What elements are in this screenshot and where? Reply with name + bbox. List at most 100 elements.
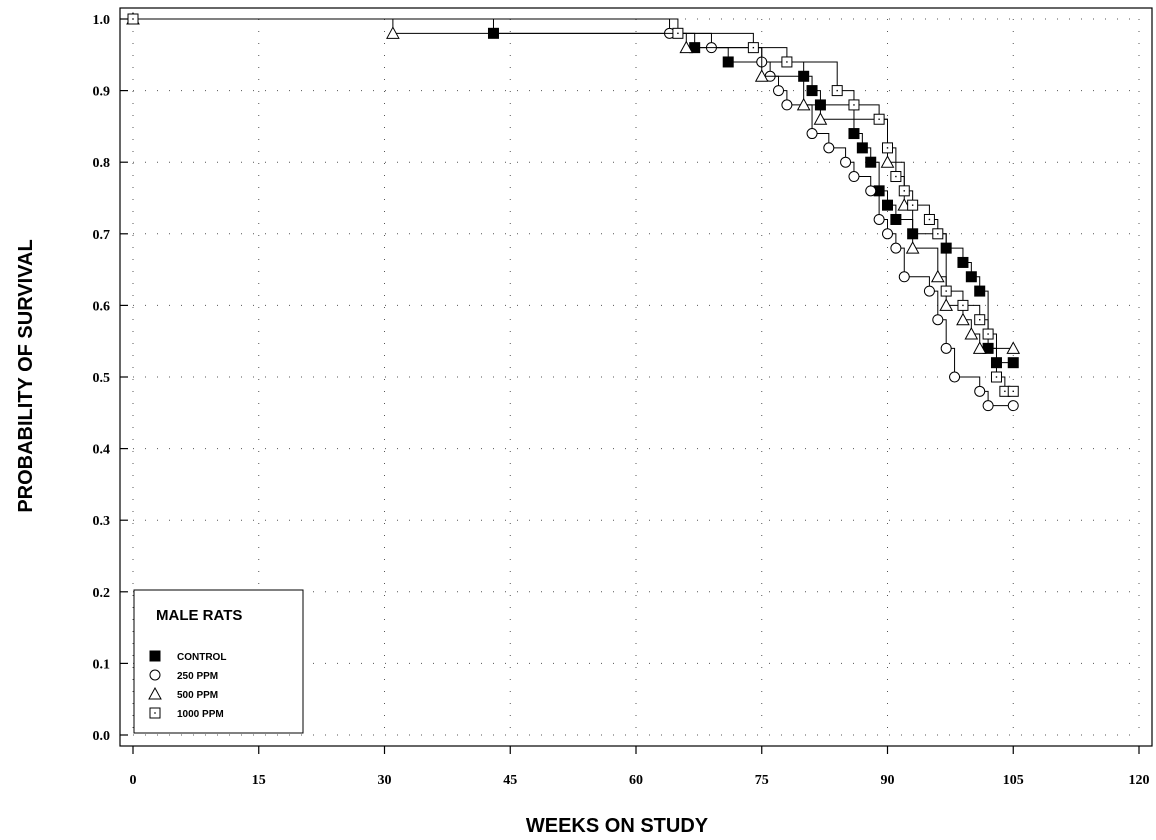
data-point-1000-ppm <box>940 285 952 297</box>
data-point-250-ppm <box>882 228 893 240</box>
data-point-250-ppm <box>949 371 961 383</box>
legend-marker-500-ppm <box>148 686 162 700</box>
data-point-500-ppm <box>939 298 954 311</box>
marker-dot <box>979 319 981 321</box>
legend-marker-250-ppm <box>149 669 161 681</box>
series-1000-ppm <box>127 13 1019 397</box>
data-point-500-ppm <box>905 241 920 254</box>
marker-dot <box>752 46 755 49</box>
data-point-250-ppm <box>873 213 885 225</box>
data-point-1000-ppm <box>982 328 994 340</box>
marker-dot <box>677 32 679 35</box>
x-tick-label: 0 <box>130 773 137 788</box>
data-point-250-ppm <box>848 171 860 183</box>
data-point-1000-ppm <box>974 314 986 326</box>
data-point-1000-ppm <box>990 371 1002 383</box>
data-point-500-ppm <box>956 312 970 326</box>
legend-marker-control <box>149 650 161 662</box>
data-point-1000-ppm <box>898 185 910 197</box>
data-point-1000-ppm <box>957 299 969 311</box>
series-500-ppm <box>126 11 1021 354</box>
data-point-control <box>965 271 977 283</box>
data-point-250-ppm <box>823 142 835 154</box>
x-tick-label: 30 <box>378 773 392 788</box>
data-point-control <box>806 85 818 97</box>
legend-label-1000-ppm: 1000 PPM <box>177 709 224 720</box>
series-line-250-ppm <box>133 18 1014 407</box>
data-point-1000-ppm <box>1007 385 1019 397</box>
marker-dot <box>903 190 905 192</box>
data-point-250-ppm <box>773 85 785 97</box>
data-point-control <box>882 199 893 211</box>
data-point-250-ppm <box>974 385 986 397</box>
data-point-control <box>1007 357 1019 369</box>
data-point-500-ppm <box>813 112 828 125</box>
data-point-control <box>865 156 877 168</box>
data-point-1000-ppm <box>907 199 919 211</box>
series-line-500-ppm <box>133 18 1014 349</box>
marker-dot <box>945 290 947 292</box>
marker-dot <box>1004 390 1006 393</box>
data-point-1000-ppm <box>747 42 759 54</box>
data-point-250-ppm <box>840 156 852 168</box>
legend-title: MALE RATS <box>156 607 242 624</box>
marker-dot <box>937 233 939 235</box>
legend-label-control: CONTROL <box>177 652 226 663</box>
data-point-500-ppm <box>972 341 987 354</box>
y-tick-label: 1.0 <box>93 13 111 28</box>
data-point-1000-ppm <box>672 27 684 39</box>
marker-dot <box>987 333 989 335</box>
data-point-250-ppm <box>940 342 952 354</box>
marker-dot <box>154 712 156 714</box>
y-tick-label: 0.2 <box>93 586 111 601</box>
marker-dot <box>1012 390 1014 393</box>
marker-dot <box>786 61 788 63</box>
data-point-control <box>890 213 902 225</box>
data-point-500-ppm <box>880 155 895 168</box>
data-point-control <box>722 56 734 68</box>
marker-dot <box>911 204 914 206</box>
y-tick-label: 0.6 <box>93 299 111 314</box>
marker-dot <box>995 376 998 378</box>
y-tick-label: 0.7 <box>93 228 111 243</box>
marker-dot <box>928 218 931 221</box>
x-tick-label: 45 <box>503 773 517 788</box>
x-tick-label: 75 <box>755 773 769 788</box>
y-tick-label: 0.0 <box>93 729 111 744</box>
marker-dot <box>132 18 134 20</box>
data-point-1000-ppm <box>781 56 793 68</box>
series-layer <box>126 11 1021 412</box>
x-tick-label: 15 <box>252 773 266 788</box>
data-point-control <box>957 256 969 268</box>
y-tick-label: 0.8 <box>93 156 111 171</box>
data-point-500-ppm <box>964 326 979 340</box>
data-point-500-ppm <box>386 26 400 39</box>
data-point-1000-ppm <box>932 228 944 240</box>
x-axis-title: WEEKS ON STUDY <box>526 815 709 837</box>
y-tick-label: 0.3 <box>93 514 111 529</box>
marker-dot <box>853 104 855 106</box>
data-point-control <box>856 142 868 154</box>
y-tick-label: 0.9 <box>93 85 111 100</box>
legend-label-250-ppm: 250 PPM <box>177 671 218 682</box>
data-point-1000-ppm <box>848 99 860 111</box>
y-tick-label: 0.5 <box>93 371 111 386</box>
legend: MALE RATS CONTROL 250 PPM 500 PPM 1000 PPM <box>133 589 304 734</box>
data-point-250-ppm <box>923 285 935 297</box>
data-point-250-ppm <box>806 128 818 140</box>
data-point-250-ppm <box>865 185 877 197</box>
data-point-500-ppm <box>930 269 945 283</box>
data-point-1000-ppm <box>882 142 893 154</box>
data-point-500-ppm <box>1006 341 1021 354</box>
series-control <box>127 13 1019 369</box>
y-tick-label: 0.4 <box>93 443 111 458</box>
legend-marker-1000-ppm <box>149 707 161 719</box>
x-tick-label: 90 <box>881 773 895 788</box>
data-point-250-ppm <box>781 99 793 111</box>
data-point-1000-ppm <box>890 171 902 183</box>
data-point-250-ppm <box>932 314 944 326</box>
marker-dot <box>962 304 964 307</box>
series-250-ppm <box>127 13 1019 412</box>
data-point-control <box>974 285 986 297</box>
marker-dot <box>836 89 838 92</box>
